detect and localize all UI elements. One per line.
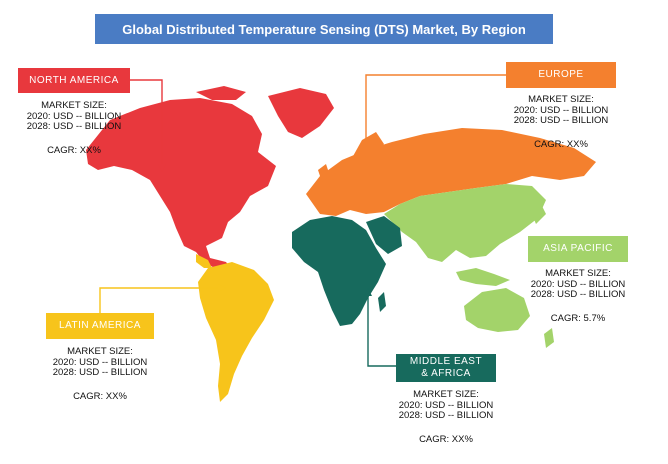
arabian-peninsula <box>366 216 402 254</box>
europe-2020: 2020: USD -- BILLION <box>513 104 609 116</box>
europe-label: EUROPE <box>538 69 584 80</box>
asia-pacific-region <box>384 184 554 348</box>
europe-region <box>306 128 596 216</box>
latin-america-2020: 2020: USD -- BILLION <box>52 356 148 368</box>
europe-cagr: CAGR: XX% <box>534 138 588 150</box>
indonesia <box>456 268 510 286</box>
arctic-islands <box>196 86 246 100</box>
middle-east-africa-label-line2: & AFRICA <box>421 368 471 379</box>
greenland <box>268 88 334 138</box>
middle-east-africa-info: MARKET SIZE: 2020: USD -- BILLION 2028: … <box>390 389 502 445</box>
north-america-heading: MARKET SIZE: <box>41 100 107 111</box>
latin-america-2028: 2028: USD -- BILLION <box>52 367 148 378</box>
middle-east-africa-label-line1: MIDDLE EAST <box>409 356 483 367</box>
north-america-region <box>86 86 334 270</box>
middle-east-africa-heading: MARKET SIZE: <box>413 389 479 400</box>
asia-pacific-label: ASIA PACIFIC <box>543 243 613 254</box>
north-america-cagr: CAGR: XX% <box>47 144 101 156</box>
north-america-label-box: NORTH AMERICA <box>18 68 130 93</box>
latin-america-label: LATIN AMERICA <box>59 320 141 331</box>
north-america-connector <box>116 79 163 168</box>
middle-east-africa-cagr: CAGR: XX% <box>419 433 473 445</box>
connector-lines <box>99 74 528 367</box>
central-america <box>196 254 212 268</box>
north-america-2028: 2028: USD -- BILLION <box>26 121 122 132</box>
connector-arrows <box>158 164 440 296</box>
middle-east-africa-arrow <box>364 288 372 296</box>
latin-america-label-box: LATIN AMERICA <box>46 313 154 339</box>
asia-mainland <box>384 184 546 262</box>
europe-info: MARKET SIZE: 2020: USD -- BILLION 2028: … <box>506 94 616 150</box>
page-title: Global Distributed Temperature Sensing (… <box>95 14 553 44</box>
asia-pacific-info: MARKET SIZE: 2020: USD -- BILLION 2028: … <box>528 268 628 324</box>
north-america-mainland <box>86 98 276 270</box>
madagascar <box>378 292 386 312</box>
middle-east-africa-2020: 2020: USD -- BILLION <box>398 399 494 411</box>
asia-pacific-2028: 2028: USD -- BILLION <box>530 289 626 300</box>
middle-east-africa-region <box>292 216 402 326</box>
north-america-arrow <box>158 164 166 172</box>
north-america-label: NORTH AMERICA <box>29 74 119 86</box>
latin-america-cagr: CAGR: XX% <box>73 390 127 402</box>
asia-pacific-label-box: ASIA PACIFIC <box>528 236 628 262</box>
asia-pacific-arrow <box>432 208 440 216</box>
australia <box>464 288 530 332</box>
europe-2028: 2028: USD -- BILLION <box>513 115 609 126</box>
latin-america-heading: MARKET SIZE: <box>67 346 133 357</box>
japan <box>530 202 546 224</box>
new-zealand <box>544 328 554 348</box>
british-isles <box>318 164 330 182</box>
europe-label-box: EUROPE <box>506 62 616 88</box>
europe-connector <box>365 74 506 176</box>
middle-east-africa-2028: 2028: USD -- BILLION <box>398 410 494 421</box>
scandinavia <box>352 132 384 158</box>
asia-pacific-2020: 2020: USD -- BILLION <box>530 278 626 290</box>
latin-america-connector <box>99 287 222 314</box>
latin-america-info: MARKET SIZE: 2020: USD -- BILLION 2028: … <box>46 346 154 402</box>
middle-east-africa-connector <box>367 292 396 367</box>
latin-america-arrow <box>218 284 226 292</box>
middle-east-africa-label-box: MIDDLE EAST & AFRICA <box>396 354 496 382</box>
africa <box>292 216 386 326</box>
asia-pacific-cagr: CAGR: 5.7% <box>550 312 606 324</box>
europe-heading: MARKET SIZE: <box>528 94 594 105</box>
asia-pacific-heading: MARKET SIZE: <box>545 268 611 279</box>
latin-america-region <box>196 254 274 402</box>
north-america-info: MARKET SIZE: 2020: USD -- BILLION 2028: … <box>18 100 130 156</box>
south-america <box>198 262 274 402</box>
north-america-2020: 2020: USD -- BILLION <box>26 110 122 122</box>
europe-arrow <box>362 172 370 180</box>
